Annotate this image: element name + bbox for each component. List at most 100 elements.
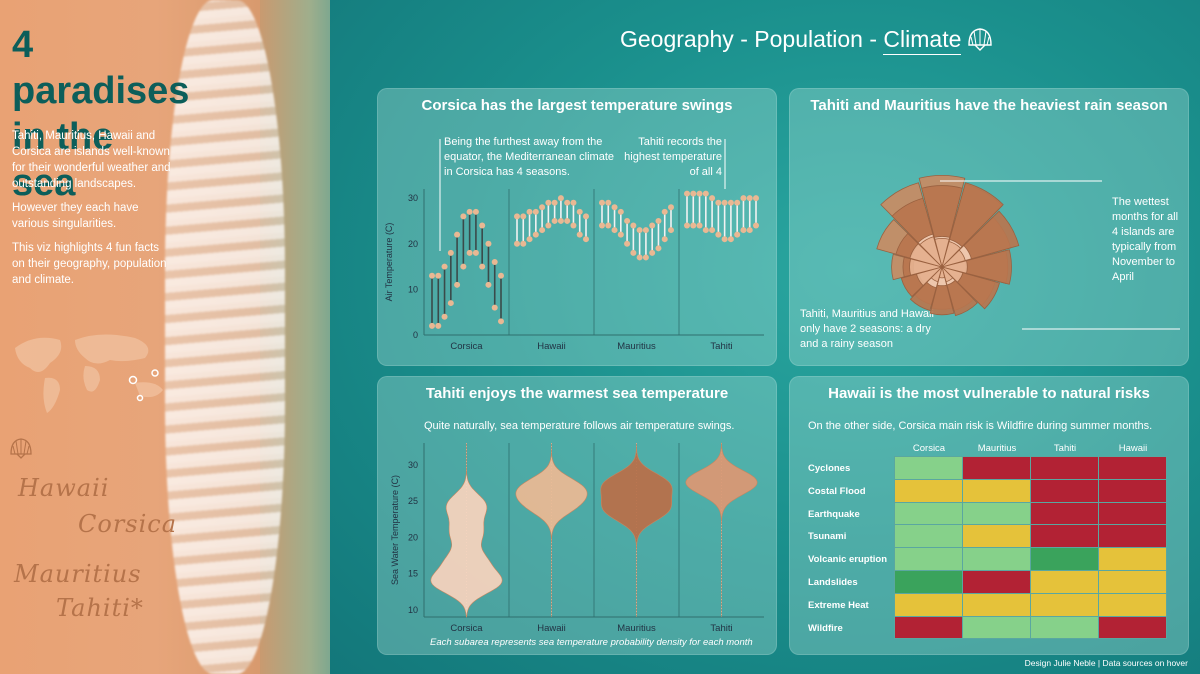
heatmap-cell[interactable] xyxy=(894,547,963,571)
max-dot xyxy=(636,227,643,234)
panel-title: Corsica has the largest temperature swin… xyxy=(421,97,733,114)
y-tick-label: 30 xyxy=(408,460,418,470)
rain-wedge xyxy=(941,266,964,283)
max-dot xyxy=(447,249,454,256)
min-dot xyxy=(709,227,716,234)
y-tick-label: 10 xyxy=(408,605,418,615)
heatmap-cell[interactable] xyxy=(1098,615,1167,640)
heatmap-cell[interactable] xyxy=(962,501,1031,526)
y-tick-label: 15 xyxy=(408,569,418,579)
min-dot xyxy=(466,249,473,256)
min-dot xyxy=(721,236,728,243)
min-dot xyxy=(564,217,571,224)
heatmap-cell[interactable] xyxy=(1098,570,1167,594)
heatmap-cell[interactable] xyxy=(894,570,963,594)
heatmap-column-label: Tahiti xyxy=(1053,443,1077,454)
heatmap-cell[interactable] xyxy=(1030,570,1099,594)
heatmap-cell[interactable] xyxy=(1098,501,1167,526)
heatmap-cell[interactable] xyxy=(894,501,963,526)
heatmap-cell[interactable] xyxy=(1098,456,1167,480)
max-dot xyxy=(514,213,520,220)
max-dot xyxy=(599,199,605,206)
max-dot xyxy=(539,204,546,211)
nav-climate[interactable]: Climate xyxy=(883,26,962,55)
annotation-tahiti: Tahiti records the highest temperature o… xyxy=(624,136,722,178)
heatmap-cell[interactable] xyxy=(962,592,1031,617)
heatmap-cell[interactable] xyxy=(1098,592,1167,617)
min-dot xyxy=(551,217,558,224)
heatmap-cell[interactable] xyxy=(894,478,963,503)
max-dot xyxy=(668,204,674,211)
min-dot xyxy=(491,304,498,311)
max-dot xyxy=(611,204,618,211)
nav-separator: - xyxy=(733,26,755,52)
heatmap-row-label: Tsunami xyxy=(808,531,847,543)
heatmap-cell[interactable] xyxy=(894,456,963,480)
heatmap-cell[interactable] xyxy=(962,456,1031,480)
y-tick-label: 20 xyxy=(408,532,418,542)
heatmap-column-label: Corsica xyxy=(912,443,946,454)
min-dot xyxy=(429,322,435,329)
max-dot xyxy=(740,195,747,202)
x-tick-label: Tahiti xyxy=(710,341,732,352)
rain-wedge xyxy=(941,249,966,268)
heatmap-cell[interactable] xyxy=(1030,547,1099,571)
max-dot xyxy=(734,199,741,206)
heatmap-cell[interactable] xyxy=(1030,592,1099,617)
heatmap-cell[interactable] xyxy=(1030,501,1099,526)
max-dot xyxy=(460,213,467,220)
heatmap-cell[interactable] xyxy=(1030,478,1099,503)
heatmap-cell[interactable] xyxy=(1098,478,1167,503)
heatmap-cell[interactable] xyxy=(894,615,963,640)
min-dot xyxy=(460,263,467,270)
heatmap-cell[interactable] xyxy=(1098,547,1167,571)
max-dot xyxy=(491,259,498,265)
max-dot xyxy=(624,217,631,224)
heatmap-cell[interactable] xyxy=(962,524,1031,549)
heatmap-cell[interactable] xyxy=(894,592,963,617)
heatmap-cell[interactable] xyxy=(1098,524,1167,549)
max-dot xyxy=(617,208,624,215)
heatmap-column-label: Mauritius xyxy=(977,443,1017,454)
heatmap-cell[interactable] xyxy=(962,478,1031,503)
heatmap-cell[interactable] xyxy=(962,615,1031,640)
nav-separator: - xyxy=(862,26,884,52)
min-dot xyxy=(479,263,486,270)
heatmap-column-label: Hawaii xyxy=(1118,443,1148,454)
heatmap-cell[interactable] xyxy=(962,570,1031,594)
heatmap-row-label: Cyclones xyxy=(808,463,851,474)
panel-subtitle: On the other side, Corsica main risk is … xyxy=(808,420,1153,432)
panel-title: Tahiti enjoys the warmest sea temperatur… xyxy=(425,385,729,402)
intro-text: Tahiti, Mauritius, Hawaii and Corsica ar… xyxy=(12,128,172,296)
heatmap-cell[interactable] xyxy=(1030,524,1099,549)
max-dot xyxy=(702,190,709,197)
x-tick-label: Hawaii xyxy=(537,623,566,634)
rain-wedge xyxy=(929,266,955,316)
rain-wedge xyxy=(941,249,1012,285)
risk-heatmap: Corsica Mauritius Tahiti Hawaii Cyclones Cost… xyxy=(790,377,1188,654)
heatmap-cell[interactable] xyxy=(894,524,963,549)
max-dot xyxy=(441,263,448,270)
heatmap-cell[interactable] xyxy=(962,547,1031,571)
y-axis-label: Air Temperature (C) xyxy=(384,223,394,302)
nav-population[interactable]: Population xyxy=(754,26,863,52)
min-dot xyxy=(702,227,709,234)
nav-geography[interactable]: Geography xyxy=(620,26,734,52)
intro-paragraph-1: Tahiti, Mauritius, Hawaii and Corsica ar… xyxy=(12,130,171,190)
heatmap-row-label: Wildfire xyxy=(808,622,843,634)
panel-air-temperature: Corsica has the largest temperature swin… xyxy=(377,88,777,366)
min-dot xyxy=(472,249,479,256)
min-dot xyxy=(668,227,674,234)
rain-wedge xyxy=(941,260,968,274)
heatmap-row-label: Earthquake xyxy=(808,508,860,520)
heatmap-row-label: Extreme Heat xyxy=(808,599,869,611)
min-dot xyxy=(624,240,631,247)
sea-temperature-chart: 10 15 20 25 30 Sea Water Temperature (C) Corsi… xyxy=(390,442,764,634)
violin-shape xyxy=(515,443,588,617)
min-dot xyxy=(545,222,552,229)
heatmap-cell[interactable] xyxy=(1030,615,1099,640)
heatmap-cell[interactable] xyxy=(1030,456,1099,480)
min-dot xyxy=(605,222,612,229)
max-dot xyxy=(526,208,533,215)
y-tick-label: 20 xyxy=(408,239,418,249)
